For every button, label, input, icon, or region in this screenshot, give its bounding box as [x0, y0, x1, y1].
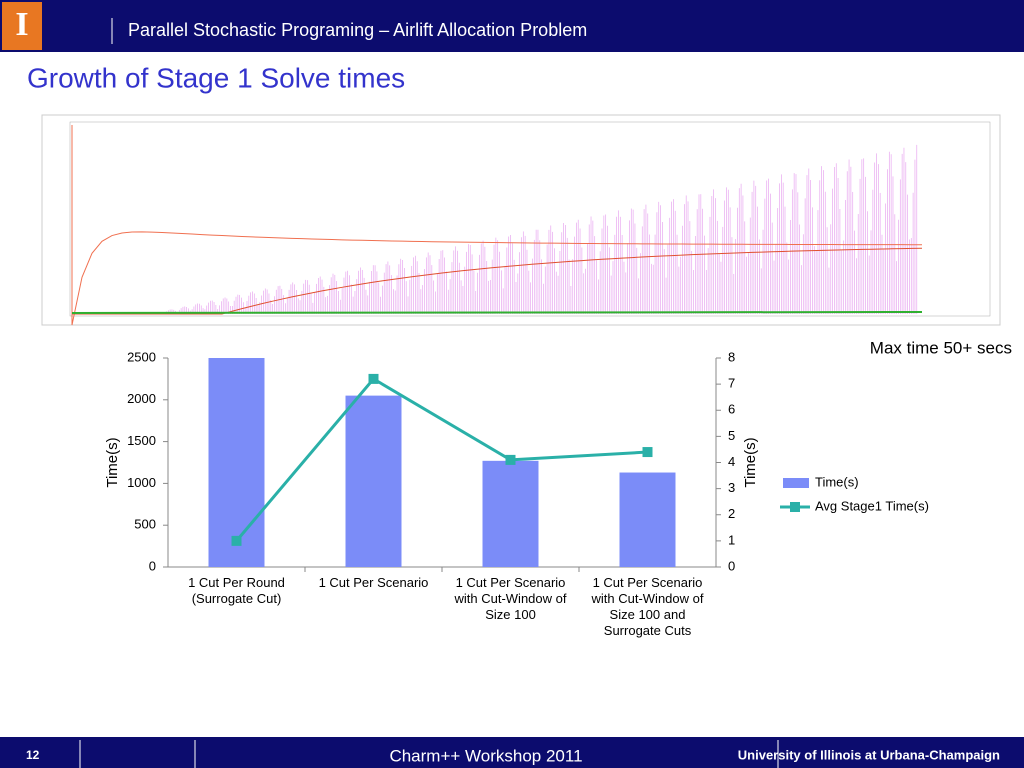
y2-tick-label: 8: [728, 349, 735, 364]
y2-tick-label: 0: [728, 558, 735, 573]
line-marker: [231, 535, 242, 546]
annotation: Max time 50+ secs: [870, 338, 1012, 357]
y2-tick-label: 4: [728, 454, 735, 469]
decor-curve: [72, 247, 923, 315]
legend-label: Avg Stage1 Time(s): [815, 498, 929, 513]
logo-glyph: I: [15, 6, 28, 43]
bar: [345, 395, 402, 567]
x-tick-label: 1 Cut Per Scenario: [318, 575, 429, 590]
footer-bar: [0, 737, 1024, 768]
legend-swatch: [790, 502, 800, 512]
y2-tick-label: 2: [728, 506, 735, 521]
decor-curve: [71, 311, 923, 314]
footer-org: University of Illinois at Urbana-Champai…: [738, 747, 1000, 762]
y2-tick-label: 7: [728, 376, 735, 391]
slide-title: Growth of Stage 1 Solve times: [27, 62, 405, 93]
line: [235, 376, 648, 542]
embedded-screenshot: [41, 114, 1001, 326]
header-title: Parallel Stochastic Programing – Airlift…: [128, 20, 587, 40]
logo: [2, 2, 42, 50]
page-number: 12: [26, 748, 40, 762]
footer-event: Charm++ Workshop 2011: [389, 746, 582, 765]
header-bar: [0, 0, 1024, 52]
bar: [482, 460, 539, 567]
line-marker: [642, 447, 653, 458]
x-tick-label: 1 Cut Per Scenario with Cut-Window of Si…: [591, 575, 704, 638]
y2-tick-label: 5: [728, 428, 735, 443]
y2-tick-label: 3: [728, 480, 735, 495]
x-tick-label: 1 Cut Per Scenario with Cut-Window of Si…: [454, 575, 567, 622]
screenshot-frame: [41, 114, 1001, 326]
y-tick-label: 2000: [127, 391, 156, 406]
bar: [208, 358, 265, 567]
y-axis-label: Time(s): [104, 437, 121, 487]
y-tick-label: 0: [149, 558, 156, 573]
legend-swatch: [783, 478, 809, 488]
x-tick-label: 1 Cut Per Round (Surrogate Cut): [188, 575, 285, 606]
chart: 0 500 1000 1500 2000 2500 0 1 2 3 4 5 6 7 8 Time(s) Time…: [104, 349, 929, 573]
line-marker: [368, 373, 379, 384]
screenshot-plot: [69, 121, 991, 317]
y2-tick-label: 6: [728, 402, 735, 417]
y-tick-label: 500: [134, 517, 156, 532]
y-tick-label: 2500: [127, 349, 156, 364]
y2-tick-label: 1: [728, 532, 735, 547]
y-tick-label: 1000: [127, 475, 156, 490]
bar: [619, 472, 676, 567]
y-tick-label: 1500: [127, 433, 156, 448]
y2-axis-label: Time(s): [742, 437, 759, 487]
legend-label: Time(s): [815, 474, 859, 489]
decor-curve: [71, 125, 923, 326]
line-marker: [505, 454, 516, 465]
